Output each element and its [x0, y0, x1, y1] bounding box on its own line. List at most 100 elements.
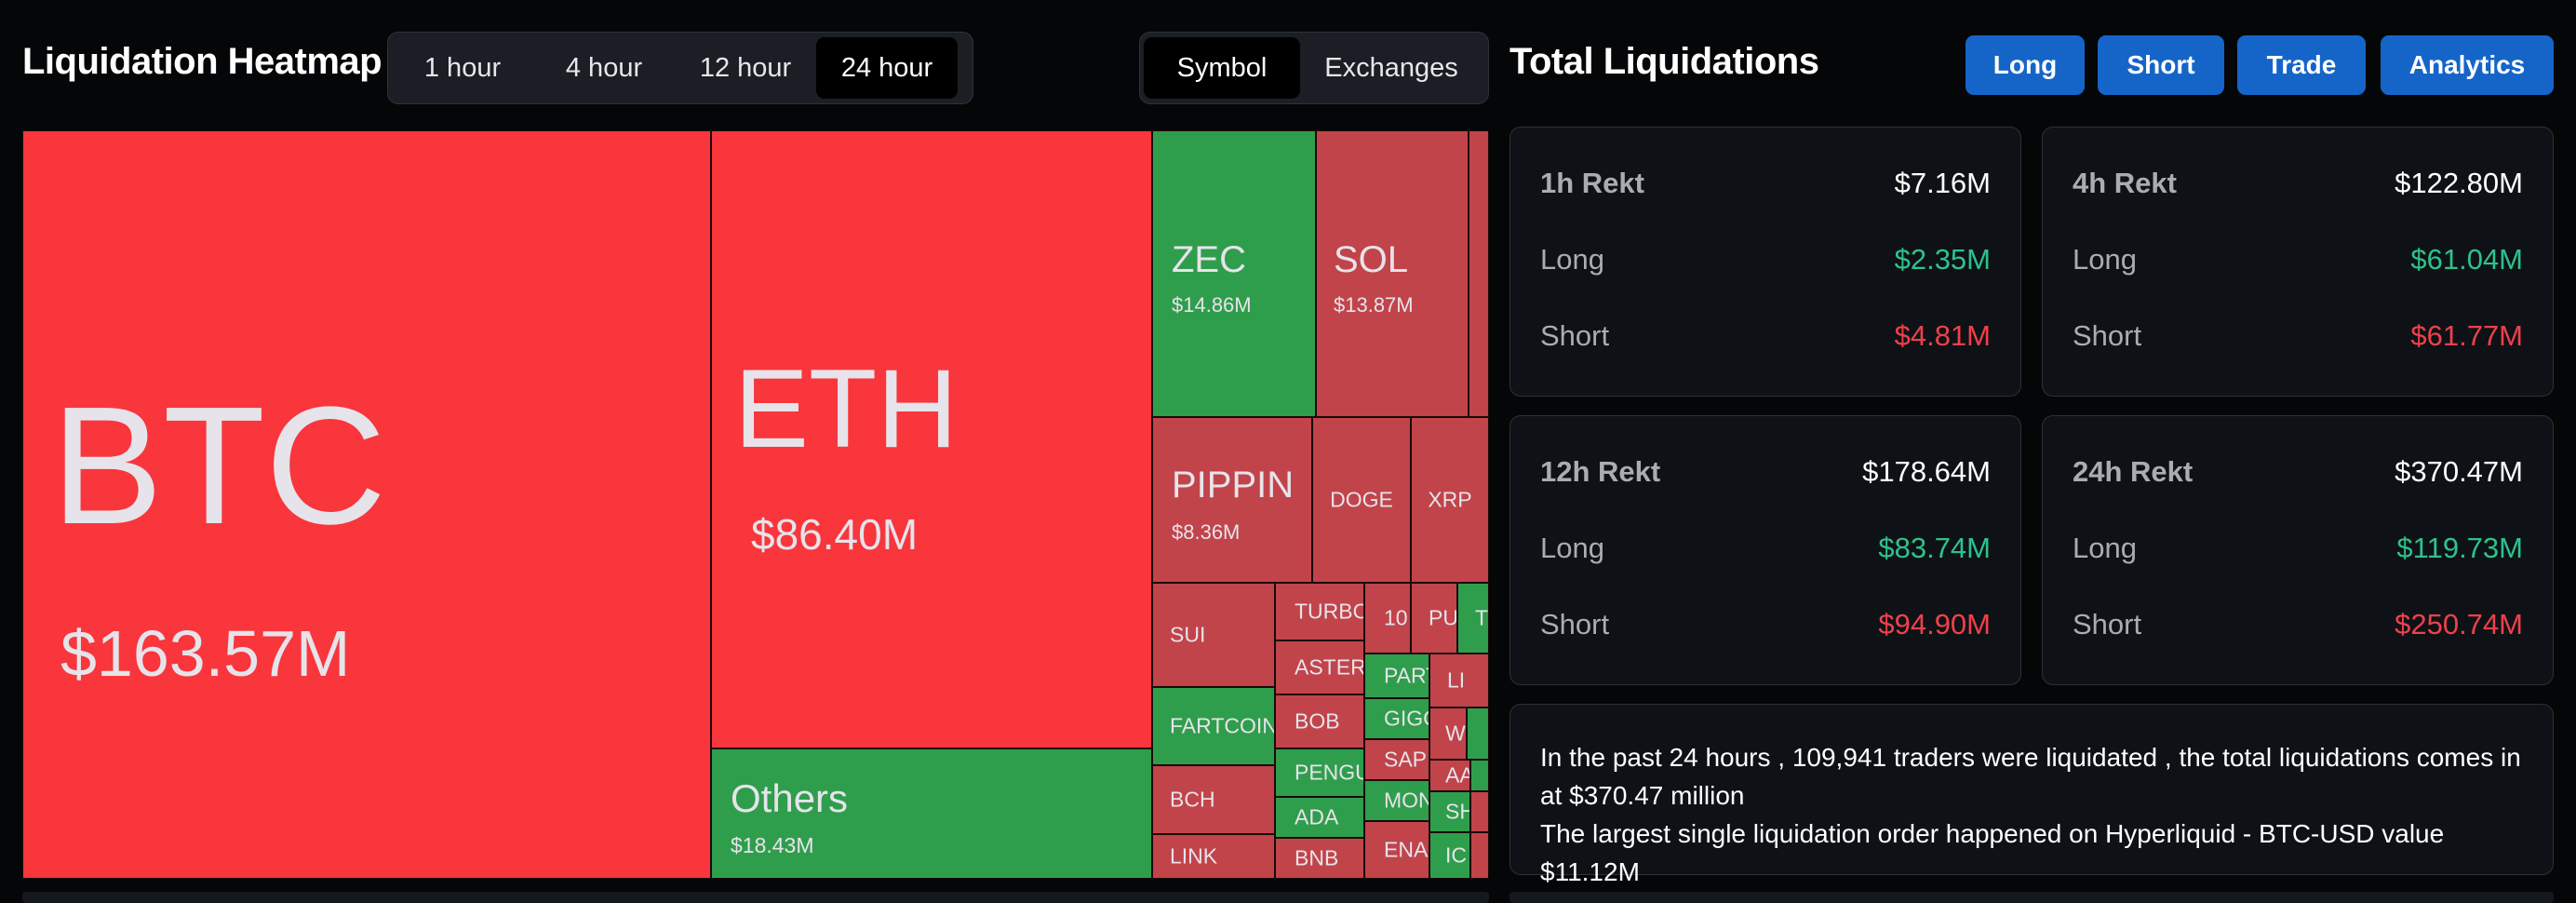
tab-exchanges[interactable]: Exchanges: [1324, 52, 1458, 83]
tile-w[interactable]: W: [1429, 708, 1467, 760]
tile-unlabeled[interactable]: [1469, 130, 1489, 417]
tile-symbol: 10: [1384, 605, 1408, 630]
tile-pengu[interactable]: PENGU: [1275, 748, 1364, 797]
card-total: $178.64M: [1862, 455, 1991, 488]
tile-aster[interactable]: ASTER: [1275, 640, 1364, 694]
rekt-card-4h: 4h Rekt $122.80M Long $61.04M Short $61.…: [2042, 127, 2554, 397]
analytics-button[interactable]: Analytics: [2381, 35, 2554, 95]
card-label: 4h Rekt: [2073, 167, 2177, 199]
tile-value: $163.57M: [60, 617, 351, 690]
short-value: $94.90M: [1878, 608, 1991, 640]
tile-bob[interactable]: BOB: [1275, 694, 1364, 748]
tab-12-hour[interactable]: 12 hour: [699, 52, 792, 83]
tile-symbol: GIGG: [1384, 706, 1429, 731]
long-value: $83.74M: [1878, 532, 1991, 564]
scroll-strip: [22, 892, 1489, 903]
tile-turbo[interactable]: TURBO: [1275, 583, 1364, 640]
tile-li[interactable]: LI: [1429, 654, 1489, 708]
tile-ic[interactable]: IC: [1429, 832, 1470, 879]
short-label: Short: [1540, 319, 1610, 352]
tile-symbol: SH: [1445, 799, 1469, 824]
trade-button[interactable]: Trade: [2237, 35, 2366, 95]
tile-unlabeled[interactable]: [1470, 832, 1489, 879]
summary-line-traders: In the past 24 hours , 109,941 traders w…: [1540, 743, 2521, 810]
long-label: Long: [2073, 243, 2137, 276]
tile-value: $8.36M: [1172, 520, 1241, 544]
tile-symbol: ADA: [1295, 804, 1339, 829]
short-label: Short: [2073, 319, 2142, 352]
tile-unlabeled[interactable]: [1470, 760, 1489, 791]
tile-aa[interactable]: AA: [1429, 760, 1470, 791]
tile-eth[interactable]: ETH $86.40M: [711, 130, 1152, 748]
view-mode-tabs: Symbol Exchanges: [1139, 32, 1489, 104]
long-label: Long: [1540, 532, 1604, 564]
tile-others[interactable]: Others $18.43M: [711, 748, 1152, 879]
tile-symbol: LINK: [1170, 843, 1218, 869]
tile-value: $18.43M: [731, 833, 814, 857]
tile-link[interactable]: LINK: [1152, 834, 1275, 879]
tile-sui[interactable]: SUI: [1152, 583, 1275, 687]
card-total: $7.16M: [1894, 167, 1991, 199]
card-header-row: 1h Rekt $7.16M: [1540, 167, 1991, 200]
tile-symbol: SOL: [1334, 239, 1409, 280]
time-range-tabs: 1 hour 4 hour 12 hour 24 hour: [387, 32, 973, 104]
tile-symbol: PU: [1429, 605, 1457, 630]
long-value: $2.35M: [1894, 243, 1991, 276]
tile-bnb[interactable]: BNB: [1275, 838, 1364, 879]
card-long-row: Long $83.74M: [1540, 532, 1991, 565]
tile-sap[interactable]: SAP: [1364, 739, 1429, 780]
tile-pippin[interactable]: PIPPIN $8.36M: [1152, 417, 1312, 583]
tile-symbol: PART: [1384, 663, 1429, 688]
tile-sh[interactable]: SH: [1429, 791, 1470, 832]
card-header-row: 12h Rekt $178.64M: [1540, 455, 1991, 489]
tab-1-hour[interactable]: 1 hour: [423, 52, 502, 83]
tile-pu[interactable]: PU: [1411, 583, 1457, 654]
card-short-row: Short $4.81M: [1540, 319, 1991, 353]
tile-zec[interactable]: ZEC $14.86M: [1152, 130, 1316, 417]
tile-sol[interactable]: SOL $13.87M: [1316, 130, 1469, 417]
tile-bch[interactable]: BCH: [1152, 765, 1275, 834]
tile-symbol: ENA: [1384, 837, 1429, 862]
tile-value: $13.87M: [1334, 293, 1414, 317]
long-button[interactable]: Long: [1966, 35, 2085, 95]
tile-btc[interactable]: BTC $163.57M: [22, 130, 711, 879]
tile-t[interactable]: T: [1457, 583, 1489, 654]
tab-symbol[interactable]: Symbol: [1144, 37, 1300, 99]
tile-mon[interactable]: MON: [1364, 780, 1429, 821]
tile-symbol: TURBO: [1295, 599, 1364, 624]
tile-symbol: PENGU: [1295, 760, 1364, 785]
summary-line-largest-order: The largest single liquidation order hap…: [1540, 819, 2445, 886]
card-short-row: Short $94.90M: [1540, 608, 1991, 641]
card-short-row: Short $250.74M: [2073, 608, 2523, 641]
tile-symbol: T: [1475, 605, 1489, 630]
long-label: Long: [2073, 532, 2137, 564]
tile-symbol: LI: [1447, 667, 1466, 693]
rekt-card-1h: 1h Rekt $7.16M Long $2.35M Short $4.81M: [1509, 127, 2021, 397]
heatmap-title: Liquidation Heatmap: [22, 41, 382, 82]
short-button[interactable]: Short: [2098, 35, 2224, 95]
tile-symbol: SUI: [1170, 622, 1206, 647]
tile-xrp[interactable]: XRP: [1411, 417, 1489, 583]
tile-symbol: BOB: [1295, 708, 1340, 734]
tile-ena[interactable]: ENA: [1364, 821, 1429, 879]
tab-4-hour[interactable]: 4 hour: [565, 52, 643, 83]
tile-value: $86.40M: [751, 510, 919, 559]
long-label: Long: [1540, 243, 1604, 276]
tile-10[interactable]: 10: [1364, 583, 1411, 654]
card-total: $122.80M: [2395, 167, 2523, 199]
tile-symbol: DOGE: [1330, 487, 1393, 512]
tile-fartcoin[interactable]: FARTCOIN: [1152, 687, 1275, 765]
tile-unlabeled[interactable]: [1467, 708, 1489, 760]
tile-symbol: AA: [1445, 762, 1469, 788]
tile-part[interactable]: PART: [1364, 654, 1429, 698]
tile-unlabeled[interactable]: [1470, 791, 1489, 832]
tile-ada[interactable]: ADA: [1275, 797, 1364, 838]
tile-doge[interactable]: DOGE: [1312, 417, 1411, 583]
card-label: 1h Rekt: [1540, 167, 1644, 199]
tile-symbol: IC: [1445, 842, 1467, 868]
tab-24-hour[interactable]: 24 hour: [816, 37, 958, 99]
tile-symbol: BNB: [1295, 845, 1339, 870]
tile-gigg[interactable]: GIGG: [1364, 698, 1429, 739]
tile-symbol: BCH: [1170, 787, 1215, 812]
tile-symbol: BTC: [51, 372, 386, 559]
